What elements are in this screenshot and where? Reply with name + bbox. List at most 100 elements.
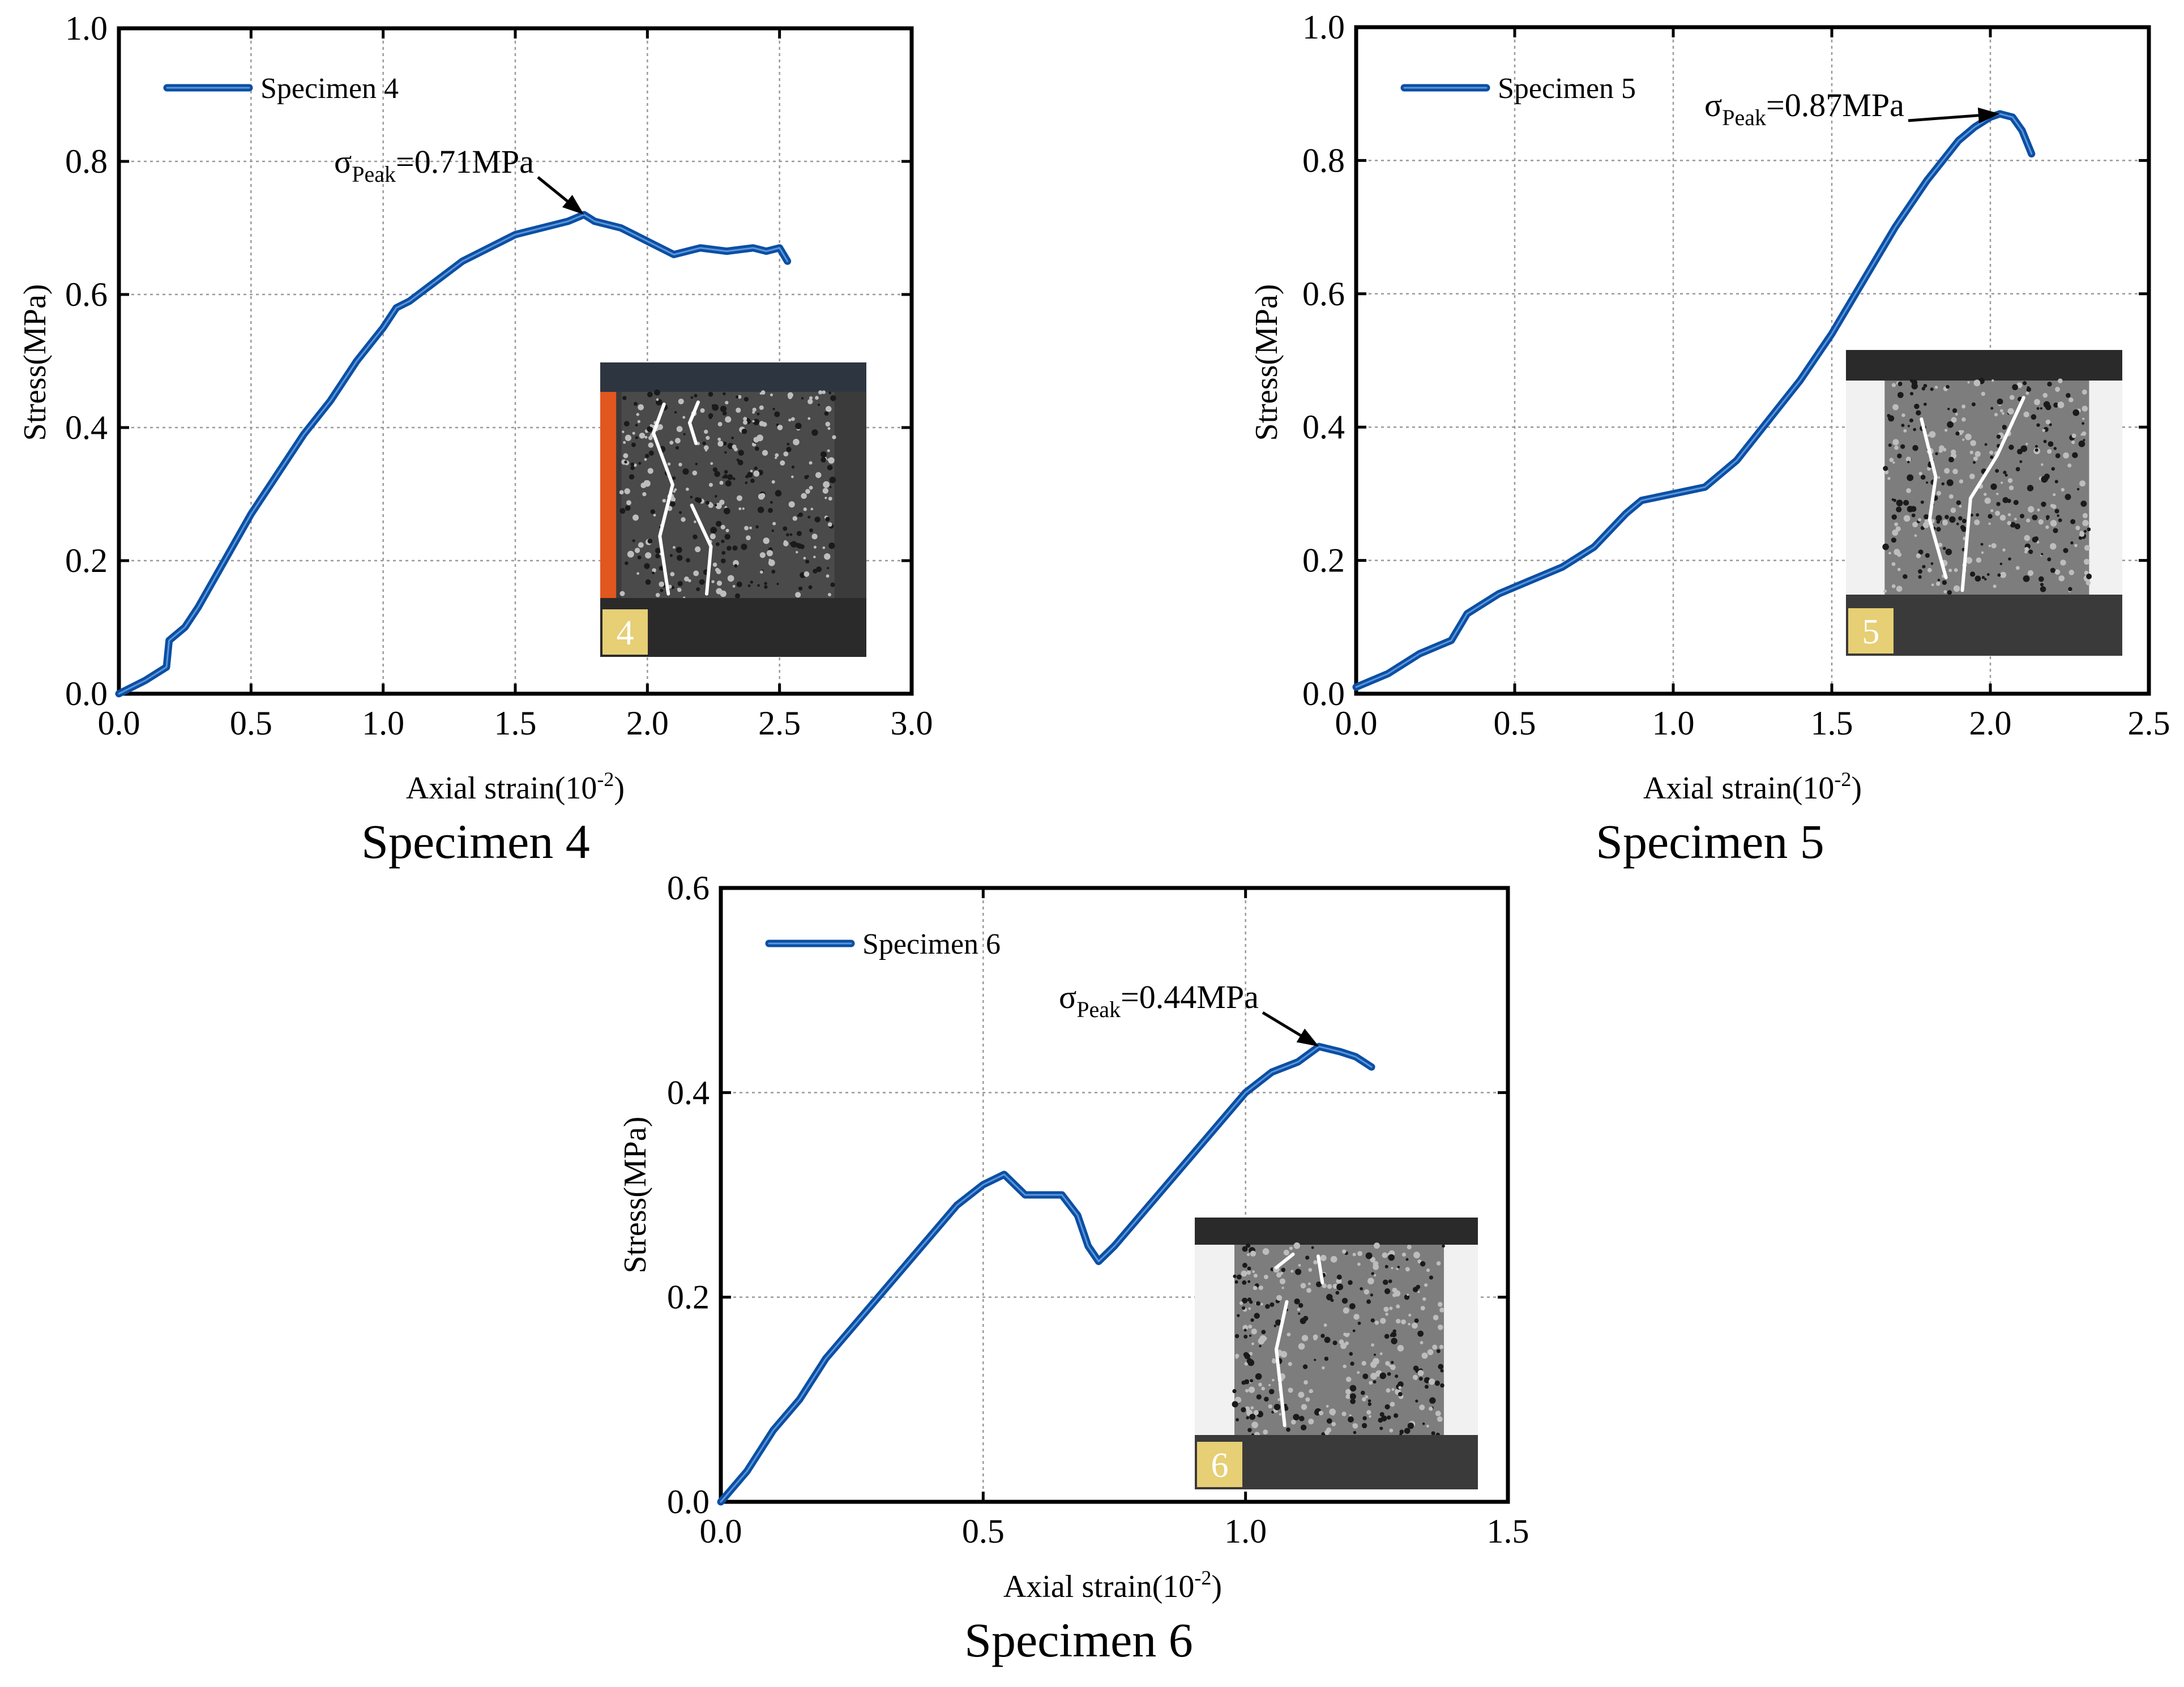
inset-speckle: [1988, 544, 1991, 548]
inset-speckle: [2015, 467, 2020, 472]
inset-speckle: [1912, 522, 1918, 528]
inset-speckle: [1999, 562, 2003, 566]
inset-speckle: [1922, 565, 1926, 569]
inset-speckle: [1370, 1373, 1378, 1380]
inset-speckle: [1249, 1334, 1252, 1337]
inset-speckle: [786, 533, 789, 537]
inset-speckle: [763, 537, 770, 544]
inset-speckle: [2015, 566, 2020, 570]
inset-speckle: [753, 470, 760, 477]
inset-speckle: [1279, 1278, 1286, 1284]
inset-speckle: [1442, 1244, 1445, 1248]
inset-speckle: [1300, 1283, 1306, 1289]
inset-speckle: [829, 476, 836, 484]
inset-speckle: [811, 429, 818, 436]
inset-speckle: [708, 391, 713, 397]
inset-speckle: [1350, 1398, 1356, 1404]
inset-speckle: [1349, 1303, 1356, 1310]
inset-speckle: [2080, 433, 2083, 436]
inset-speckle: [1353, 1314, 1360, 1320]
inset-speckle: [2042, 392, 2048, 398]
inset-speckle: [803, 557, 806, 560]
inset-speckle: [2045, 404, 2051, 411]
x-axis-title-main: Axial strain(10: [1003, 1569, 1194, 1604]
inset-speckle: [632, 432, 635, 435]
peak-stress-annotation: σPeak=0.71MPa: [334, 143, 534, 187]
inset-speckle: [1420, 1305, 1425, 1311]
inset-speckle: [2079, 531, 2085, 537]
inset-speckle: [727, 575, 734, 582]
inset-speckle: [828, 497, 832, 501]
inset-speckle: [1287, 1332, 1291, 1336]
inset-speckle: [742, 507, 745, 510]
inset-speckle: [1935, 581, 1941, 586]
inset-speckle: [1888, 443, 1892, 447]
x-axis-title-end: ): [1211, 1569, 1222, 1604]
inset-speckle: [2087, 527, 2091, 532]
inset-speckle: [1988, 514, 1993, 519]
inset-speckle: [1249, 1352, 1253, 1356]
inset-speckle: [1931, 583, 1934, 587]
inset-speckle: [783, 540, 788, 544]
inset-speckle: [796, 550, 798, 554]
inset-speckle: [1967, 381, 1970, 384]
inset-speckle: [1288, 1361, 1292, 1366]
inset-speckle: [741, 428, 747, 434]
inset-speckle: [2045, 525, 2049, 529]
inset-speckle: [1997, 573, 2001, 577]
inset-speckle: [810, 507, 814, 511]
inset-speckle: [1256, 1394, 1262, 1400]
inset-speckle: [1353, 1430, 1357, 1434]
inset-speckle: [1246, 1416, 1250, 1420]
inset-speckle: [1277, 1398, 1281, 1402]
inset-speckle: [1952, 408, 1958, 413]
inset-speckle: [807, 399, 813, 404]
inset-speckle: [1365, 1252, 1373, 1259]
inset-speckle: [809, 528, 813, 533]
inset-speckle: [772, 408, 775, 411]
inset-speckle: [736, 407, 741, 413]
inset-speckle: [1349, 1393, 1356, 1400]
inset-speckle: [2007, 513, 2011, 516]
inset-speckle: [1348, 1416, 1354, 1423]
inset-speckle: [1923, 383, 1927, 388]
inset-speckle: [2014, 518, 2017, 521]
inset-speckle: [1236, 1274, 1242, 1280]
inset-speckle: [719, 499, 725, 505]
inset-speckle: [648, 442, 654, 448]
inset-speckle: [791, 465, 795, 469]
inset-speckle: [1926, 481, 1929, 484]
inset-speckle: [653, 514, 656, 517]
inset-speckle: [2051, 467, 2055, 471]
inset-speckle: [644, 458, 647, 461]
inset-speckle: [703, 445, 709, 450]
inset-speckle: [753, 437, 759, 443]
inset-speckle: [1387, 1372, 1391, 1376]
inset-speckle: [1959, 479, 1964, 484]
x-tick-label: 2.5: [758, 704, 801, 742]
inset-speckle: [2027, 570, 2034, 576]
inset-speckle: [1360, 1287, 1364, 1291]
inset-speckle: [1974, 575, 1981, 582]
inset-speckle: [1313, 1260, 1318, 1265]
inset-speckle: [1974, 519, 1980, 526]
inset-speckle: [655, 592, 660, 597]
inset-speckle: [1246, 1243, 1251, 1248]
inset-speckle: [1349, 1414, 1352, 1417]
inset-speckle: [815, 472, 822, 479]
inset-speckle: [1956, 522, 1959, 526]
inset-speckle: [1391, 1388, 1395, 1391]
inset-speckle: [1365, 1395, 1369, 1399]
inset-speckle: [1298, 1263, 1301, 1267]
inset-speckle: [743, 420, 748, 425]
legend-label: Specimen 4: [260, 72, 399, 105]
inset-speckle: [737, 395, 742, 399]
inset-speckle: [2031, 414, 2037, 420]
inset-speckle: [2063, 452, 2069, 459]
inset-number-badge: [1197, 1442, 1242, 1487]
inset-speckle: [2032, 514, 2038, 520]
inset-speckle: [1907, 425, 1910, 428]
inset-crack-line: [1275, 1252, 1295, 1270]
inset-speckle: [2037, 508, 2040, 512]
inset-speckle: [1961, 404, 1966, 409]
